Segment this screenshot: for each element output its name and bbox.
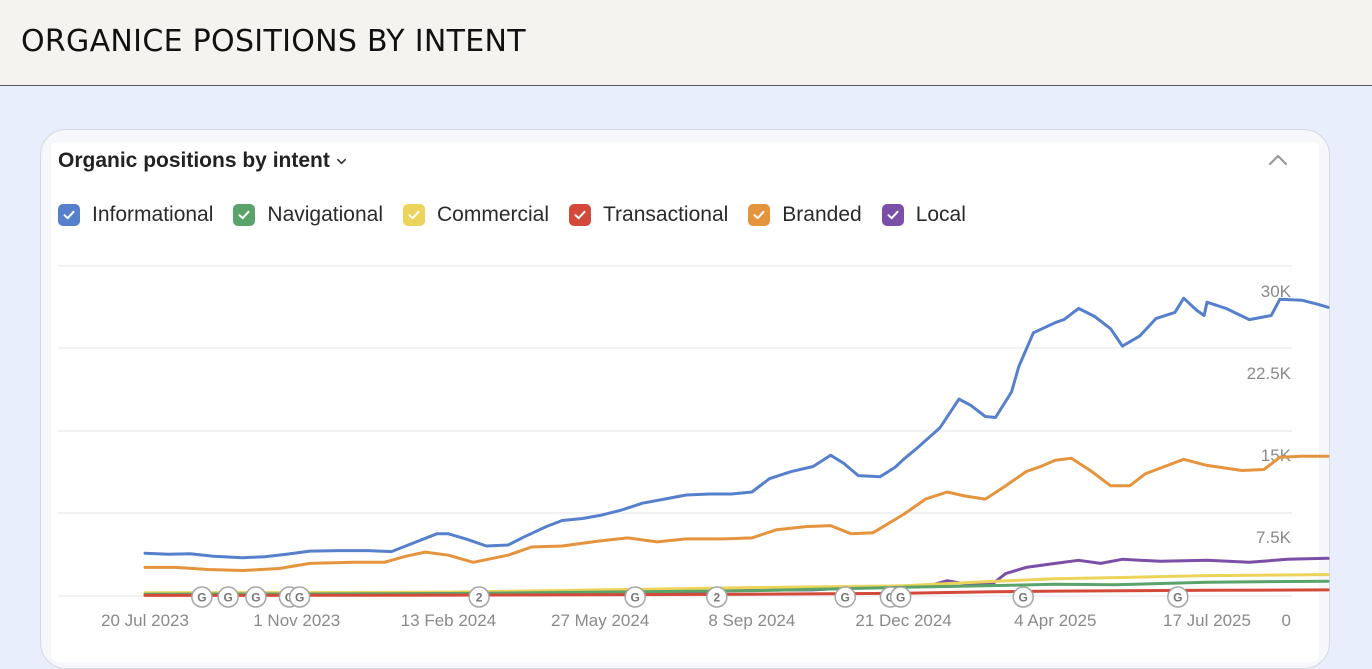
check-icon — [574, 210, 586, 220]
checkbox-transactional[interactable] — [569, 204, 591, 226]
event-marker[interactable]: G — [1167, 586, 1189, 608]
event-marker-label: G — [1019, 591, 1028, 605]
grid-lines — [58, 265, 1292, 597]
event-marker[interactable]: G — [1012, 586, 1034, 608]
widget-card-body — [51, 142, 1319, 662]
checkbox-informational[interactable] — [58, 204, 80, 226]
event-marker[interactable]: G — [624, 586, 646, 608]
x-tick-label: 13 Feb 2024 — [401, 611, 496, 630]
top-bar: ORGANICE POSITIONS BY INTENT — [0, 0, 1372, 86]
event-marker-label: 2 — [476, 591, 483, 605]
event-markers[interactable]: GGGGG2G2GGGGG — [191, 586, 1189, 608]
event-marker-circle — [288, 586, 311, 608]
legend-item-branded[interactable]: Branded — [748, 203, 862, 227]
event-marker-label: G — [1173, 591, 1182, 605]
check-icon — [408, 210, 420, 220]
collapse-button[interactable] — [1264, 148, 1292, 172]
y-tick-label: 7.5K — [1256, 528, 1292, 547]
x-tick-label: 1 Nov 2023 — [253, 611, 340, 630]
legend-item-local[interactable]: Local — [881, 203, 966, 227]
event-marker-label: G — [197, 591, 206, 605]
event-marker-label: 2 — [714, 591, 721, 605]
x-tick-label: 8 Sep 2024 — [708, 611, 795, 630]
widget-title-dropdown[interactable]: Organic positions by intent — [58, 148, 347, 174]
checkbox-commercial[interactable] — [402, 204, 425, 226]
event-marker[interactable]: G — [191, 586, 213, 608]
event-marker-circle — [706, 586, 728, 608]
check-icon — [238, 210, 250, 220]
widget-title-text: Organic positions by intent — [58, 149, 330, 172]
event-marker-label: G — [841, 591, 850, 605]
event-marker-label: G — [223, 591, 232, 605]
check-icon — [63, 210, 75, 220]
x-axis: 20 Jul 2023 1 Nov 2023 13 Feb 2024 27 May 2… — [101, 611, 1251, 630]
chevron-down-icon — [336, 158, 346, 164]
check-icon — [753, 210, 765, 220]
x-tick-label: 27 May 2024 — [551, 611, 649, 630]
y-tick-label: 15K — [1261, 446, 1292, 465]
x-tick-label: 21 Dec 2024 — [855, 611, 951, 630]
legend-label: Transactional — [603, 203, 729, 226]
event-marker-circle — [245, 586, 267, 608]
series-lines — [143, 296, 1330, 597]
legend-label: Branded — [782, 203, 862, 226]
x-tick-label: 4 Apr 2025 — [1014, 611, 1096, 630]
series-line-branded — [143, 454, 1330, 572]
legend-label: Navigational — [267, 203, 383, 226]
event-marker-label: G — [295, 591, 304, 605]
checkbox-navigational[interactable] — [233, 204, 256, 226]
legend-item-informational[interactable]: Informational — [58, 203, 213, 227]
event-marker[interactable]: G — [834, 586, 856, 608]
page-title: ORGANICE POSITIONS BY INTENT — [21, 24, 526, 59]
event-marker[interactable]: G — [245, 586, 267, 608]
checkbox-branded[interactable] — [748, 204, 771, 226]
event-marker-circle — [624, 586, 646, 608]
chevron-up-icon — [1268, 154, 1288, 166]
event-marker-circle — [889, 586, 912, 608]
event-marker[interactable]: G — [288, 586, 311, 608]
chart-area: 0 7.5K 15K 22.5K 30K 20 Jul 2023 1 Nov 2023 13… — [58, 265, 1330, 630]
y-tick-label: 0 — [1282, 611, 1291, 630]
series-line-transactional — [143, 588, 1330, 597]
y-tick-label: 30K — [1261, 282, 1292, 301]
event-marker-circle — [191, 586, 213, 608]
legend-label: Commercial — [436, 203, 549, 226]
legend-label: Local — [915, 203, 966, 226]
event-marker-label: G — [630, 591, 639, 605]
legend-label: Informational — [92, 203, 214, 226]
event-marker-label: G — [251, 591, 260, 605]
legend-item-transactional[interactable]: Transactional — [569, 203, 728, 227]
checkbox-local[interactable] — [881, 204, 904, 226]
event-marker[interactable]: G — [217, 586, 239, 608]
event-marker-circle — [217, 586, 239, 608]
event-marker[interactable]: G — [889, 586, 912, 608]
event-marker-label: G — [896, 591, 905, 605]
event-marker-circle — [1012, 586, 1034, 608]
event-marker[interactable]: 2 — [468, 586, 490, 608]
legend-item-commercial[interactable]: Commercial — [402, 203, 549, 227]
event-marker[interactable]: 2 — [706, 586, 728, 608]
series-line-informational — [143, 296, 1330, 560]
chart-legend: Informational Navigational Commercial Tr… — [58, 203, 986, 227]
y-tick-label: 22.5K — [1247, 364, 1292, 383]
legend-item-navigational[interactable]: Navigational — [233, 203, 383, 227]
x-tick-label: 17 Jul 2025 — [1163, 611, 1251, 630]
y-axis: 0 7.5K 15K 22.5K 30K — [1247, 282, 1292, 630]
event-marker-circle — [1167, 586, 1189, 608]
event-marker-circle — [834, 586, 856, 608]
x-tick-label: 20 Jul 2023 — [101, 611, 189, 630]
check-icon — [887, 210, 899, 220]
event-marker-circle — [468, 586, 490, 608]
